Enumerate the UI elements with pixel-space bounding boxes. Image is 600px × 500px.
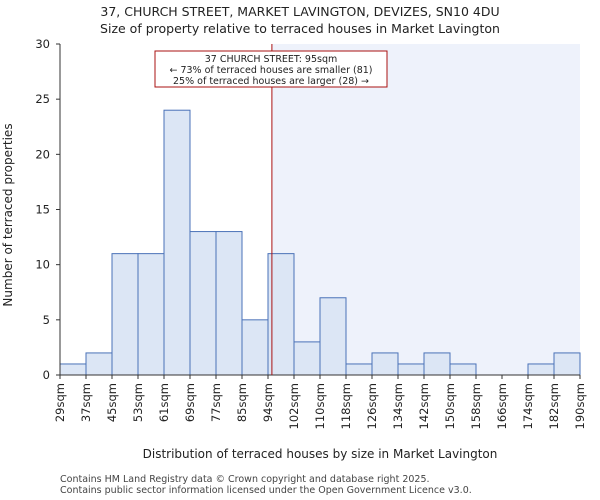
annotation-box [154,50,388,88]
x-tick-label: 85sqm [235,383,249,422]
bar [111,253,139,376]
x-tick-label: 61sqm [157,383,171,422]
chart-title-line1: 37, CHURCH STREET, MARKET LAVINGTON, DEV… [100,4,499,19]
x-tick-label: 77sqm [209,383,223,422]
x-tick-label: 29sqm [53,383,67,422]
x-tick-label: 45sqm [105,383,119,422]
x-tick-label: 150sqm [443,383,457,429]
x-tick-label: 134sqm [391,383,405,429]
x-tick-label: 126sqm [365,383,379,429]
y-axis-label: Number of terraced properties [1,123,15,306]
x-tick-label: 53sqm [131,383,145,422]
x-tick-label: 37sqm [79,383,93,422]
bar [293,341,321,376]
bar [371,352,399,376]
bar [241,319,269,376]
x-tick-label: 94sqm [261,383,275,422]
x-tick-label: 69sqm [183,383,197,422]
annotation-line2: ← 73% of terraced houses are smaller (81… [169,65,372,76]
y-tick-label: 30 [35,37,50,51]
y-tick-label: 20 [35,147,50,161]
x-tick-label: 182sqm [547,383,561,429]
footer-line-1: Contains HM Land Registry data © Crown c… [60,474,430,485]
x-tick-label: 110sqm [313,383,327,429]
bar [215,231,243,376]
bar [527,363,555,376]
y-tick-label: 10 [35,258,50,272]
annotation-line1: 37 CHURCH STREET: 95sqm [205,54,338,65]
bar [423,352,451,376]
bar [553,352,581,376]
y-tick-label: 15 [35,203,50,217]
bar [397,363,425,376]
x-tick-label: 102sqm [287,383,301,429]
x-tick-label: 166sqm [495,383,509,429]
chart-title-line2: Size of property relative to terraced ho… [100,21,500,36]
x-tick-label: 190sqm [573,383,587,429]
x-tick-label: 158sqm [469,383,483,429]
footer-line-2: Contains public sector information licen… [60,485,472,496]
bar [189,231,217,376]
y-tick-label: 5 [43,313,50,327]
x-tick-label: 142sqm [417,383,431,429]
annotation-line3: 25% of terraced houses are larger (28) → [173,76,369,87]
bar [85,352,113,376]
plot-area: 0 5 10 15 20 25 30 29sqm 37sqm 45sqm 53sqm 61sqm 69s… [35,37,587,429]
bar [345,363,373,376]
bar [319,297,347,376]
larger-region-shade [271,44,580,375]
y-tick-label: 25 [35,92,50,106]
bar [449,363,477,376]
bar [59,363,87,376]
y-tick-label: 0 [43,368,50,382]
x-axis-label: Distribution of terraced houses by size … [143,447,498,461]
x-tick-label: 118sqm [339,383,353,429]
bar [137,253,165,376]
bar [163,109,191,376]
x-tick-label: 174sqm [521,383,535,429]
